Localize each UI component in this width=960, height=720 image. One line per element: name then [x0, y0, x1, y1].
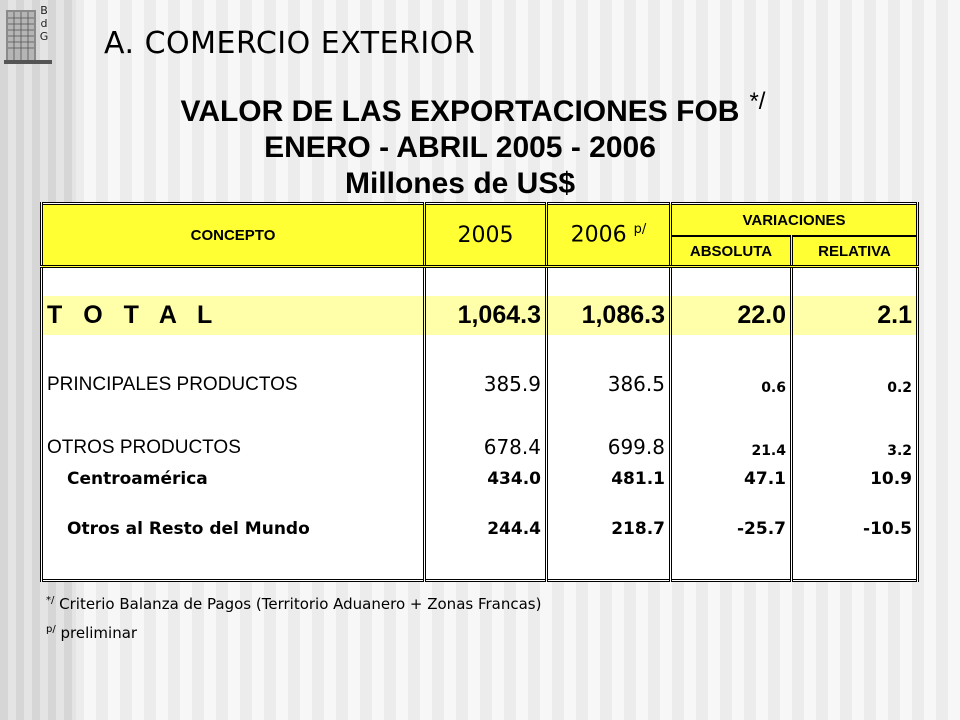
report-title-footnote-mark: */ [749, 88, 766, 115]
row-absoluta: -25.7 [669, 498, 793, 560]
report-title-line1: VALOR DE LAS EXPORTACIONES FOB */ [150, 88, 770, 130]
row-absoluta: 0.6 [669, 335, 793, 397]
row-concepto: Otros al Resto del Mundo [40, 498, 426, 560]
row-2005: 434.0 [423, 459, 548, 499]
exports-table: CONCEPTO 2005 2006 p/ VARIACIONES ABSOLU… [40, 202, 920, 582]
report-title: VALOR DE LAS EXPORTACIONES FOB */ ENERO -… [150, 88, 770, 202]
row-relativa: 3.2 [789, 396, 920, 460]
row-concepto: OTROS PRODUCTOS [40, 396, 426, 460]
table-row: PRINCIPALES PRODUCTOS 385.9 386.5 0.6 0.… [40, 335, 920, 397]
row-2005: 678.4 [423, 396, 548, 460]
logo-letter: G [39, 30, 49, 43]
row-2006: 386.5 [545, 335, 672, 397]
report-title-line2: ENERO - ABRIL 2005 - 2006 [264, 131, 656, 164]
logo-letter: d [40, 17, 48, 30]
header-2006-label: 2006 [570, 222, 627, 248]
table-row: T O T A L 1,064.3 1,086.3 22.0 2.1 [40, 296, 920, 336]
row-relativa: 2.1 [789, 296, 920, 336]
row-concepto: Centroamérica [40, 459, 426, 499]
row-2006: 699.8 [545, 396, 672, 460]
table-row: Centroamérica 434.0 481.1 47.1 10.9 [40, 459, 920, 499]
footnote-2-text: preliminar [55, 624, 138, 642]
footnote-1: */ Criterio Balanza de Pagos (Territorio… [46, 588, 541, 617]
row-relativa: 10.9 [789, 459, 920, 499]
header-2005: 2005 [423, 203, 548, 265]
row-absoluta: 22.0 [669, 296, 793, 336]
row-2005: 385.9 [423, 335, 548, 397]
row-2006: 481.1 [545, 459, 672, 499]
row-2005: 1,064.3 [423, 296, 548, 336]
row-2005: 244.4 [423, 498, 548, 560]
row-2006: 1,086.3 [545, 296, 672, 336]
table-row: OTROS PRODUCTOS 678.4 699.8 21.4 3.2 [40, 396, 920, 460]
footnote-1-text: Criterio Balanza de Pagos (Territorio Ad… [54, 595, 542, 613]
row-concepto: PRINCIPALES PRODUCTOS [40, 335, 426, 397]
logo-letter: B [40, 4, 48, 17]
report-title-text: VALOR DE LAS EXPORTACIONES FOB [180, 95, 740, 128]
row-relativa: -10.5 [789, 498, 920, 560]
building-logo-icon [4, 10, 52, 64]
footnote-2-mark: p/ [46, 624, 56, 635]
row-2006: 218.7 [545, 498, 672, 560]
header-concepto: CONCEPTO [40, 203, 426, 265]
row-relativa: 0.2 [789, 335, 920, 397]
header-2006: 2006 p/ [545, 203, 672, 265]
row-absoluta: 47.1 [669, 459, 793, 499]
footnote-1-mark: */ [46, 595, 55, 606]
header-2006-mark: p/ [633, 222, 647, 238]
row-concepto: T O T A L [40, 296, 426, 336]
header-absoluta: ABSOLUTA [669, 236, 793, 265]
report-title-line3: Millones de US$ [344, 167, 576, 200]
table-row: Otros al Resto del Mundo 244.4 218.7 -25… [40, 498, 920, 560]
row-absoluta: 21.4 [669, 396, 793, 460]
footnotes: */ Criterio Balanza de Pagos (Territorio… [46, 588, 541, 646]
page-title: A. COMERCIO EXTERIOR [104, 26, 476, 61]
header-variaciones: VARIACIONES [668, 203, 920, 237]
footnote-2: p/ preliminar [46, 617, 541, 646]
header-relativa: RELATIVA [789, 236, 920, 265]
